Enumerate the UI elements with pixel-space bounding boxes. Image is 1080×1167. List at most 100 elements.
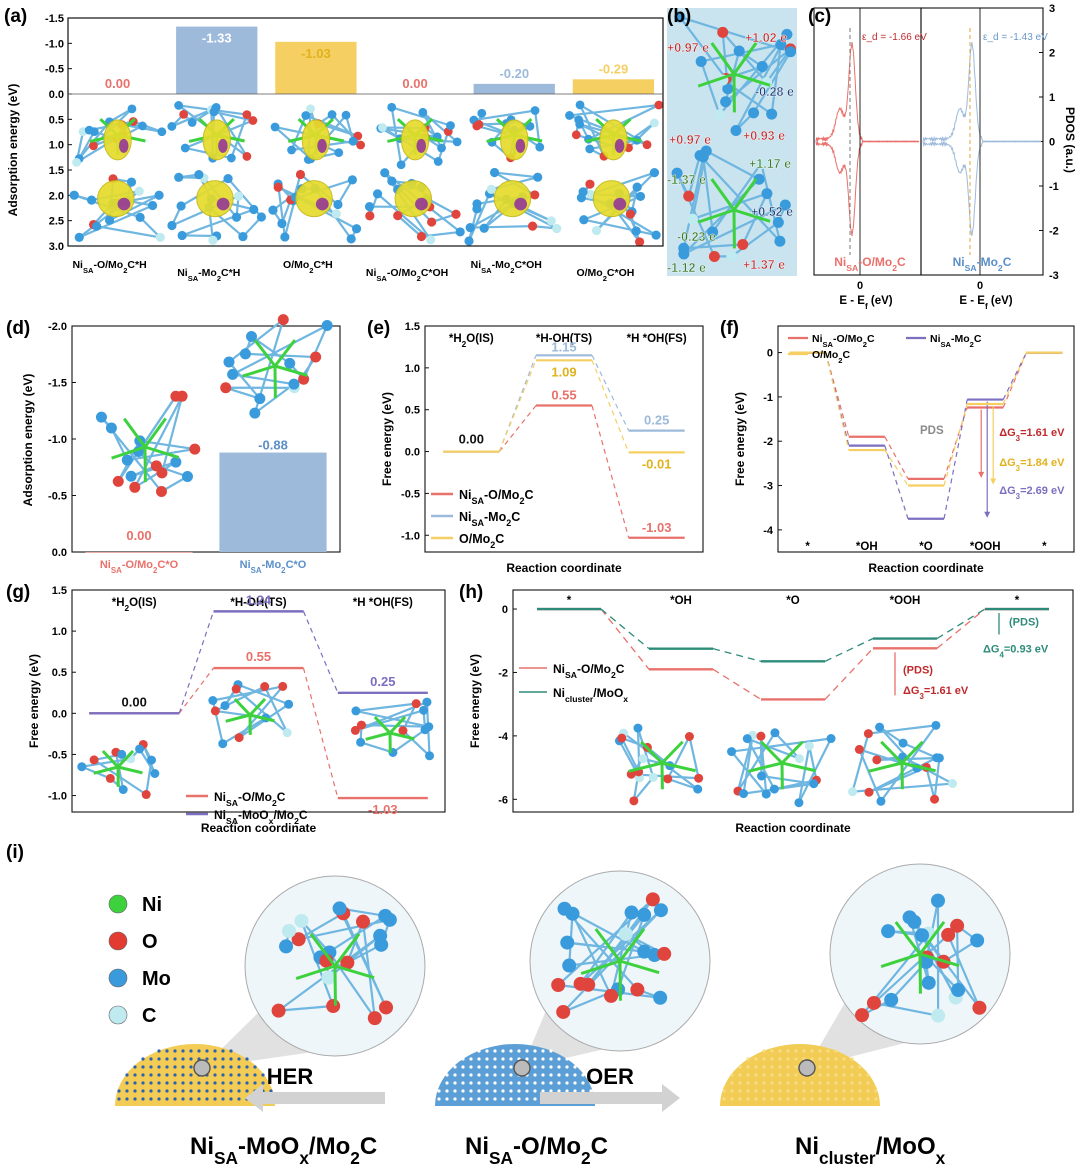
panel-a-category-label: O/Mo2C*OH <box>576 267 634 283</box>
panel-i-support-dot <box>810 1097 814 1101</box>
panel-a-category-label-part: C*H <box>221 267 240 279</box>
panel-c-tick-label: 0 <box>1049 137 1055 149</box>
panel-i-support-dot <box>565 1073 569 1077</box>
panel-d-structure-2-bond <box>231 324 329 376</box>
panel-i-support-dot <box>557 1073 561 1077</box>
panel-i-support-dot <box>746 1097 750 1101</box>
panel-c-xlabel-1-part: f <box>865 302 868 311</box>
panel-i-caption-part: /MoO <box>876 1133 936 1160</box>
panel-a-side-structure-atom <box>167 220 177 231</box>
panel-f-dg-label-part: ΔG <box>999 427 1015 439</box>
panel-h-state-label-part: *OH <box>670 595 692 607</box>
panel-i-support-dot <box>818 1057 822 1061</box>
panel-i-support-dot <box>477 1073 481 1077</box>
panel-c-pdos-line-2 <box>922 42 1041 143</box>
panel-i-support-dot <box>501 1097 505 1101</box>
panel-g-structure-fs-atom <box>356 737 366 747</box>
panel-i-support-dot <box>746 1089 750 1093</box>
panel-h-structure-o-atom <box>794 754 804 764</box>
panel-i-support-dot <box>141 1057 145 1061</box>
panel-g-connector <box>178 611 215 714</box>
panel-i-support-dot <box>173 1073 177 1077</box>
panel-h-connector <box>600 608 650 670</box>
panel-h-structure-oh-atom <box>629 796 639 806</box>
panel-a-top-structure-bond <box>421 111 459 144</box>
panel-a-top-structure-bond <box>304 114 359 138</box>
panel-h-structure-ooh-bond <box>867 724 938 735</box>
panel-i-support-dot <box>541 1049 545 1053</box>
panel-a-tick-label: 2.5 <box>49 216 64 228</box>
panel-f-ylabel: Free energy (eV) <box>733 392 747 486</box>
panel-i-zoom-structure-ni-bond <box>295 964 336 980</box>
panel-h-structure-o <box>727 728 836 808</box>
panel-i-zoom-structure-bond <box>609 911 633 998</box>
panel-i-support-dot <box>469 1065 473 1069</box>
panel-h-structure-oh-bond <box>688 735 700 780</box>
panel-f-legend-label-part: C <box>842 349 850 361</box>
panel-i-support-dot <box>525 1049 529 1053</box>
panel-b-structure-top-ni-bond <box>733 72 771 87</box>
panel-i-support-dot <box>517 1089 521 1093</box>
panel-a-top-structure-atom <box>226 153 236 163</box>
panel-i-support-dot <box>213 1065 217 1069</box>
panel-i-support-dot <box>581 1081 585 1085</box>
panel-a-side-structure-atom <box>631 226 641 236</box>
panel-a-tick-label: 0.5 <box>49 114 64 126</box>
panel-h-structure-o-ni-bond <box>781 761 816 773</box>
panel-i-support-dot <box>141 1081 145 1085</box>
panel-a-top-structure-atom <box>248 116 258 125</box>
panel-i-support-dot <box>461 1065 465 1069</box>
panel-h-structure-o-atom <box>804 741 814 751</box>
panel-i-zoom-structure-ni-bond <box>918 920 946 955</box>
panel-i-support-dot <box>589 1089 593 1093</box>
panel-h-structure-oh-ni-bond <box>660 740 684 765</box>
panel-i-support-dot <box>802 1097 806 1101</box>
panel-e-state-label-part: *H *OH(FS) <box>627 333 687 345</box>
panel-a-top-structure-atom <box>585 144 595 154</box>
panel-a-category-label-part: 2 <box>417 274 421 283</box>
panel-f-state-label: *OOH <box>970 541 1001 553</box>
panel-a-charge-blob-top <box>103 119 132 161</box>
panel-i-support-dot <box>858 1081 862 1085</box>
panel-a-category-label-part: -O/Mo <box>93 259 123 271</box>
panel-h-connector <box>824 647 874 700</box>
panel-i-support-dot <box>778 1073 782 1077</box>
panel-e-ylabel: Free energy (eV) <box>380 392 394 486</box>
panel-i-arrow <box>540 1084 680 1112</box>
panel-h-structure-oh-atom <box>648 772 658 782</box>
panel-i-zoom-structure-atom <box>637 944 652 959</box>
panel-a-category-label-part: 2 <box>510 266 514 275</box>
panel-i-support-dot <box>581 1089 585 1093</box>
panel-i-support-dot <box>173 1097 177 1101</box>
panel-i-arrow-label: HER <box>267 1064 314 1089</box>
panel-i-support-dot <box>794 1089 798 1093</box>
panel-a-value-label: -0.29 <box>599 61 629 76</box>
panel-a-top-structure-atom <box>348 136 358 146</box>
panel-i-support-dot <box>541 1073 545 1077</box>
panel-i-support-dot <box>525 1081 529 1085</box>
panel-i-support-dot <box>245 1057 249 1061</box>
panel-g-structure-fs-atom <box>411 699 421 709</box>
panel-h-tick-label: -6 <box>498 794 508 806</box>
panel-h-structure-o-atom <box>809 779 819 789</box>
panel-d-structure-2-atom <box>223 356 235 368</box>
panel-g-structure-ts-bond <box>221 716 267 745</box>
panel-h-structure-ooh-atom <box>931 720 941 730</box>
panel-a-category-label-part: 2 <box>217 274 221 283</box>
panel-a-charge-blob-side-purple <box>315 197 329 211</box>
panel-b-structure-bottom-atom <box>671 167 683 179</box>
panel-i-support-dot <box>149 1065 153 1069</box>
panel-b-structure-top-atom <box>756 61 768 73</box>
panel-a-side-structure-atom <box>346 234 356 244</box>
panel-h-structure-oh-bond <box>636 727 655 779</box>
panel-c-xlabel-1-part: E - E <box>839 295 865 307</box>
panel-d-value-label: -0.88 <box>258 438 288 453</box>
panel-d-structure-2-bond <box>227 360 261 400</box>
panel-a-value-label: -0.20 <box>499 66 529 81</box>
panel-i-zoom-structure-atom <box>637 907 652 922</box>
panel-i-zoom-structure-atom <box>604 988 619 1003</box>
panel-h-pds-label-1: (PDS) <box>903 664 933 676</box>
panel-i-support-dot <box>165 1089 169 1093</box>
panel-i-support-dot <box>485 1065 489 1069</box>
panel-b-structure-top-atom <box>775 39 787 51</box>
